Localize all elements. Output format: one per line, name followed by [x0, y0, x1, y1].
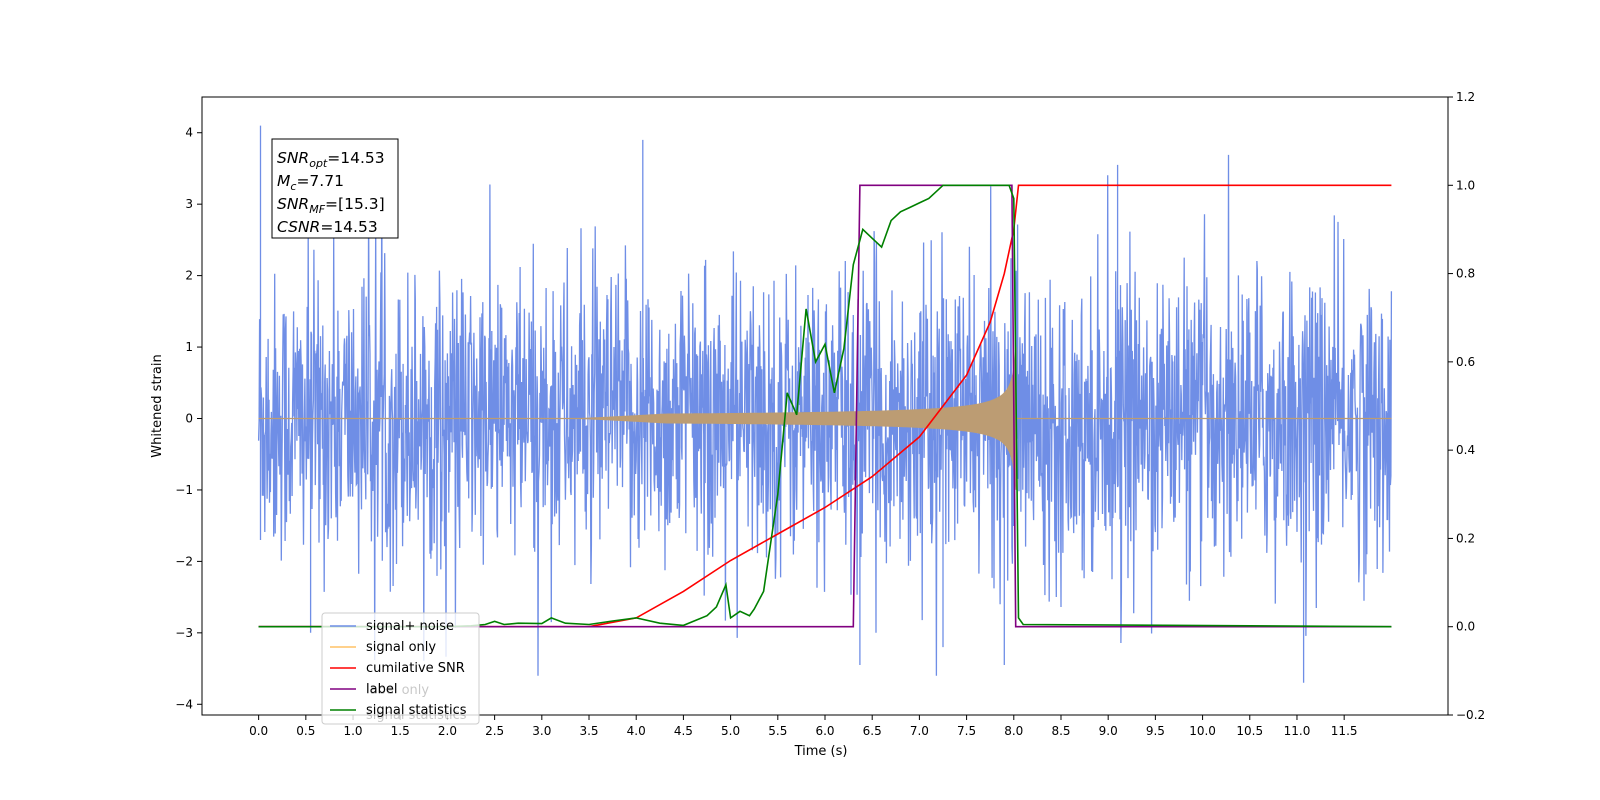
y-right-tick-label: 0.4 — [1456, 443, 1475, 457]
annotation-chirp-mass: Mc=7.71 — [277, 172, 344, 193]
x-tick-label: 0.5 — [296, 724, 315, 738]
series-signal-statistics — [258, 184, 1392, 628]
y-right-tick-label: 0.6 — [1456, 355, 1475, 369]
x-tick-label: 5.0 — [721, 724, 740, 738]
x-tick-label: 7.0 — [910, 724, 929, 738]
x-tick-label: 8.5 — [1051, 724, 1070, 738]
x-axis-ticks: 0.0 0.5 1.0 1.5 2.0 2.5 3.0 3.5 4.0 4.5 5.0 5.5 6.0 6… — [249, 715, 1358, 738]
legend-entry-signal-statistics: signal statistics — [366, 703, 467, 718]
x-tick-label: 8.0 — [1004, 724, 1023, 738]
legend-entry-signal-noise: signal+ noise — [366, 619, 454, 634]
legend-ghost-label-only: label only — [366, 683, 429, 698]
y-left-tick-label: 1 — [185, 340, 193, 354]
y-right-tick-label: 1.2 — [1456, 90, 1475, 104]
y-axis-label: Whitened strain — [150, 354, 165, 457]
x-tick-label: 0.0 — [249, 724, 268, 738]
x-tick-label: 11.0 — [1284, 724, 1311, 738]
y-right-tick-label: −0.2 — [1456, 708, 1485, 722]
y-right-axis-ticks: −0.2 0.0 0.2 0.4 0.6 0.8 1.0 1.2 — [1448, 90, 1485, 722]
plot-area — [257, 125, 1393, 683]
y-left-tick-label: −1 — [175, 483, 193, 497]
annotation-box: SNRopt=14.53 Mc=7.71 SNRMF=[15.3] CSNR=1… — [271, 138, 399, 239]
x-axis-label: Time (s) — [794, 744, 848, 759]
annotation-csnr: CSNR=14.53 — [277, 218, 378, 236]
y-right-tick-label: 1.0 — [1456, 178, 1475, 192]
y-left-tick-label: 3 — [185, 197, 193, 211]
legend-entry-cumilative-snr: cumilative SNR — [366, 661, 465, 676]
x-tick-label: 10.0 — [1189, 724, 1216, 738]
legend-frame — [321, 612, 480, 725]
x-tick-label: 4.0 — [627, 724, 646, 738]
y-left-tick-label: 2 — [185, 269, 193, 283]
x-tick-label: 7.5 — [957, 724, 976, 738]
legend-ghost-signal-statistics: signal statistics — [366, 708, 467, 723]
x-tick-label: 4.5 — [674, 724, 693, 738]
y-left-tick-label: 0 — [185, 412, 193, 426]
annotation-snr-mf: SNRMF=[15.3] — [277, 195, 385, 216]
series-cumilative-snr — [258, 184, 1392, 628]
legend-entry-signal-only: signal only — [366, 640, 436, 655]
x-tick-label: 1.5 — [391, 724, 410, 738]
x-tick-label: 10.5 — [1236, 724, 1263, 738]
series-signal-noise — [257, 125, 1393, 683]
x-tick-label: 9.5 — [1146, 724, 1165, 738]
annotation-snr-opt: SNRopt=14.53 — [277, 149, 385, 170]
y-right-tick-label: 0.0 — [1456, 620, 1475, 634]
y-right-tick-label: 0.2 — [1456, 531, 1475, 545]
x-tick-label: 2.0 — [438, 724, 457, 738]
y-left-axis-ticks: −4 −3 −2 −1 0 1 2 3 4 — [175, 126, 202, 711]
x-tick-label: 1.0 — [343, 724, 362, 738]
annotation-box-frame — [271, 138, 399, 239]
x-tick-label: 3.0 — [532, 724, 551, 738]
x-tick-label: 11.5 — [1331, 724, 1358, 738]
y-left-tick-label: −4 — [175, 697, 193, 711]
y-right-tick-label: 0.8 — [1456, 267, 1475, 281]
x-tick-label: 3.5 — [579, 724, 598, 738]
x-tick-label: 2.5 — [485, 724, 504, 738]
x-tick-label: 6.5 — [863, 724, 882, 738]
legend: label only signal statistics signal+ noi… — [321, 612, 480, 725]
y-left-tick-label: 4 — [185, 126, 193, 140]
x-tick-label: 5.5 — [768, 724, 787, 738]
y-left-tick-label: −3 — [175, 626, 193, 640]
legend-entry-label: label — [366, 682, 397, 697]
y-left-tick-label: −2 — [175, 554, 193, 568]
series-label — [258, 184, 1392, 628]
x-tick-label: 9.0 — [1099, 724, 1118, 738]
x-tick-label: 6.0 — [815, 724, 834, 738]
